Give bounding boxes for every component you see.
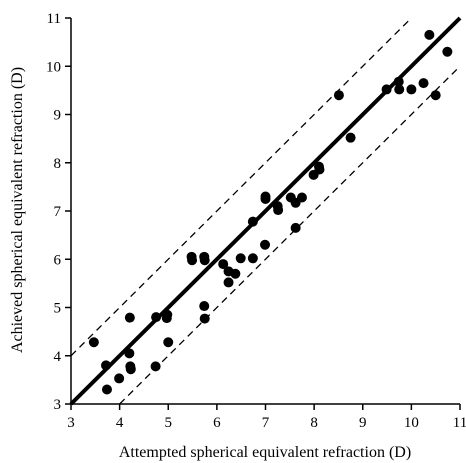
- data-point-9: [151, 312, 162, 323]
- plot-area: [69, 16, 462, 406]
- data-point-33: [290, 222, 301, 233]
- data-point-27: [260, 193, 271, 204]
- x-tick-label-7: 7: [262, 415, 270, 431]
- data-point-47: [442, 46, 453, 57]
- data-point-7: [125, 364, 136, 375]
- x-tick-label-4: 4: [116, 415, 124, 431]
- data-point-46: [430, 90, 441, 101]
- y-tick-label-4: 4: [54, 349, 62, 365]
- data-point-5: [124, 312, 135, 323]
- data-point-18: [199, 313, 210, 324]
- data-point-21: [223, 277, 234, 288]
- data-point-16: [199, 255, 210, 266]
- data-point-11: [162, 309, 173, 320]
- data-point-45: [424, 29, 435, 40]
- x-tick-label-3: 3: [67, 415, 75, 431]
- x-tick-label-10: 10: [404, 415, 419, 431]
- tolerance-line-1: [70, 17, 412, 357]
- data-point-39: [345, 132, 356, 143]
- data-point-4: [124, 348, 135, 359]
- tolerance-line-2: [119, 65, 461, 405]
- data-point-0: [88, 337, 99, 348]
- data-point-1: [101, 360, 112, 371]
- data-point-30: [273, 205, 284, 216]
- data-point-2: [101, 384, 112, 395]
- x-axis-title: Attempted spherical equivalent refractio…: [119, 444, 411, 461]
- identity-line: [69, 16, 462, 406]
- data-point-12: [163, 337, 174, 348]
- y-tick-label-7: 7: [54, 204, 62, 220]
- data-point-44: [418, 78, 429, 89]
- data-point-37: [314, 164, 325, 175]
- x-tick-label-8: 8: [310, 415, 318, 431]
- y-tick-label-6: 6: [54, 252, 62, 268]
- y-tick-label-5: 5: [54, 301, 62, 317]
- data-point-34: [296, 192, 307, 203]
- data-point-19: [218, 259, 229, 270]
- data-point-41: [393, 76, 404, 87]
- data-point-25: [247, 253, 258, 264]
- data-point-40: [381, 84, 392, 95]
- data-point-38: [333, 90, 344, 101]
- data-point-43: [406, 84, 417, 95]
- data-point-3: [114, 373, 125, 384]
- y-tick-label-10: 10: [46, 59, 61, 75]
- data-point-42: [394, 84, 405, 95]
- axes: 3 4 5 6 7 8 9 10 11 3 4 5 6 7 8 9 10 11: [46, 11, 466, 431]
- data-point-24: [247, 216, 258, 227]
- data-point-17: [199, 301, 210, 312]
- x-tick-label-11: 11: [453, 415, 466, 431]
- y-axis-title: Achieved spherical equivalent refraction…: [9, 67, 26, 353]
- data-point-23: [235, 253, 246, 264]
- x-tick-label-6: 6: [213, 415, 221, 431]
- y-tick-label-9: 9: [54, 108, 62, 124]
- data-point-28: [260, 239, 271, 250]
- x-tick-label-5: 5: [165, 415, 173, 431]
- data-point-14: [187, 255, 198, 266]
- y-tick-label-3: 3: [54, 397, 62, 413]
- y-tick-label-11: 11: [47, 11, 61, 27]
- y-tick-label-8: 8: [54, 156, 62, 172]
- data-point-22: [230, 268, 241, 279]
- data-point-8: [150, 361, 161, 372]
- x-tick-label-9: 9: [359, 415, 367, 431]
